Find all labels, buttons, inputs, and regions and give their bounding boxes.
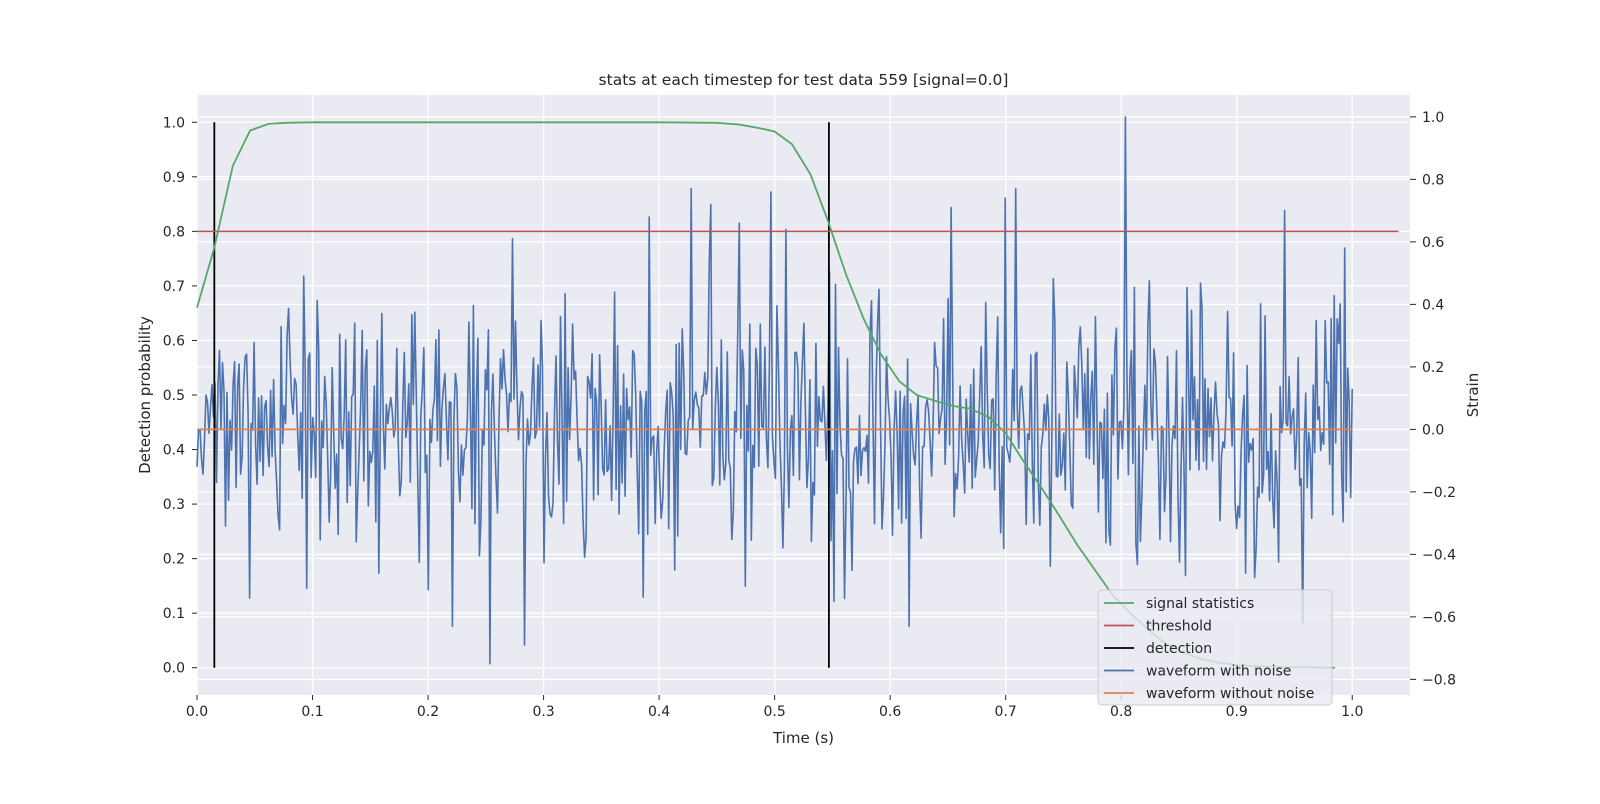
x-tick-label: 0.6 xyxy=(879,704,901,720)
y-tick-label: 0.9 xyxy=(163,170,185,186)
y-tick-label: 0.3 xyxy=(163,497,185,513)
y-axis-title: Detection probability xyxy=(136,316,154,474)
y2-tick-label: 0.8 xyxy=(1422,172,1444,188)
legend-box xyxy=(1097,589,1333,706)
x-tick-label: 0.5 xyxy=(763,704,785,720)
y2-tick-label: 0.6 xyxy=(1422,235,1444,251)
legend-label: signal statistics xyxy=(1146,596,1254,612)
y2-tick-label: 0.2 xyxy=(1422,360,1444,376)
y2-tick-label: −0.8 xyxy=(1422,672,1456,688)
x-tick-label: 0.8 xyxy=(1110,704,1132,720)
y2-axis-title: Strain xyxy=(1464,373,1482,417)
series-waveform-with-noise xyxy=(196,116,1353,665)
y-tick-label: 0.2 xyxy=(163,552,185,568)
axis-layer: 0.0 0.1 0.2 0.3 0.4 0.5 0.6 0.7 0.8 0.9 1.0 0.0 0.1 0… xyxy=(163,110,1456,720)
y-tick-label: 0.0 xyxy=(163,661,185,677)
y-tick-label: 0.5 xyxy=(163,388,185,404)
y-tick-label: 0.6 xyxy=(163,333,185,349)
legend-label: waveform without noise xyxy=(1146,686,1314,702)
x-tick-label: 0.0 xyxy=(186,704,208,720)
y-tick-label: 0.8 xyxy=(163,224,185,240)
y-tick-label: 0.4 xyxy=(163,443,185,459)
legend-label: waveform with noise xyxy=(1146,664,1291,680)
x-tick-label: 1.0 xyxy=(1341,704,1363,720)
x-axis-title: Time (s) xyxy=(772,729,834,747)
legend-label: threshold xyxy=(1146,619,1212,635)
x-tick-label: 0.3 xyxy=(532,704,554,720)
x-tick-label: 0.9 xyxy=(1226,704,1248,720)
x-tick-label: 0.1 xyxy=(301,704,323,720)
y2-tick-label: 0.0 xyxy=(1422,422,1444,438)
x-tick-label: 0.7 xyxy=(995,704,1017,720)
y-tick-label: 0.1 xyxy=(163,606,185,622)
y2-tick-label: 1.0 xyxy=(1422,110,1444,126)
y2-tick-label: 0.4 xyxy=(1422,297,1444,313)
y-tick-label: 0.7 xyxy=(163,279,185,295)
legend-label: detection xyxy=(1146,641,1212,657)
x-tick-label: 0.2 xyxy=(417,704,439,720)
y2-tick-label: −0.4 xyxy=(1422,547,1456,563)
y-tick-label: 1.0 xyxy=(163,115,185,131)
y2-tick-label: −0.2 xyxy=(1422,485,1456,501)
x-tick-label: 0.4 xyxy=(648,704,670,720)
legend: signal statistics threshold detection wavef… xyxy=(1097,589,1333,706)
y2-tick-label: −0.6 xyxy=(1422,610,1456,626)
chart-title: stats at each timestep for test data 559… xyxy=(599,71,1009,89)
